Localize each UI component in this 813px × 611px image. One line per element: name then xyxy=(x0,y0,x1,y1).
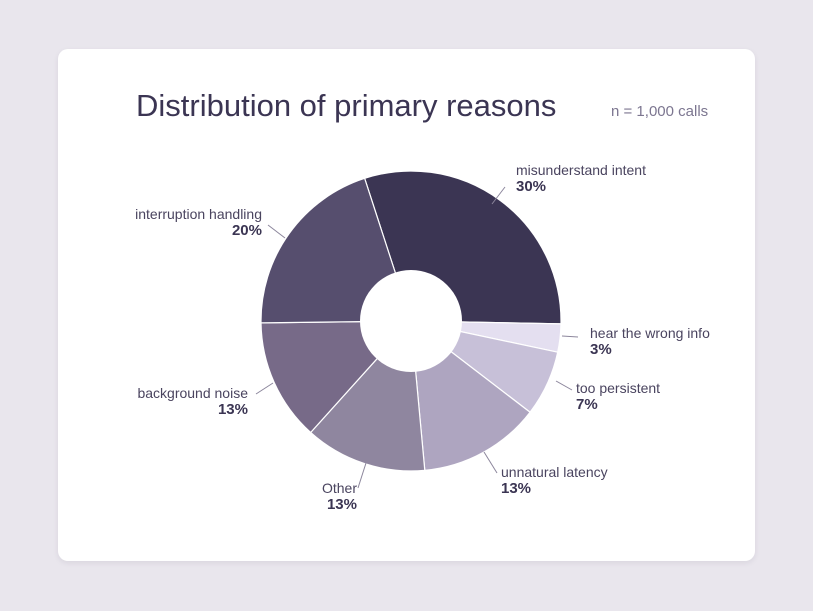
leader-line xyxy=(267,224,286,239)
slice-percent: 20% xyxy=(232,222,262,239)
slice-label: interruption handling xyxy=(135,206,262,222)
leader-line xyxy=(357,462,367,489)
leader-line xyxy=(483,451,498,474)
slice-percent: 13% xyxy=(327,496,357,513)
donut-hole xyxy=(360,270,462,372)
slice-percent: 13% xyxy=(501,480,531,497)
slice-percent: 7% xyxy=(576,396,598,413)
slice-label: too persistent xyxy=(576,380,660,396)
slice-label: unnatural latency xyxy=(501,464,608,480)
leader-line xyxy=(255,382,274,395)
leader-line xyxy=(561,335,579,338)
slice-label: background noise xyxy=(137,385,248,401)
slice-label: misunderstand intent xyxy=(516,162,646,178)
slice-percent: 13% xyxy=(218,401,248,418)
slice-label: hear the wrong info xyxy=(590,325,710,341)
leader-line xyxy=(491,186,506,205)
slice-label: Other xyxy=(322,480,357,496)
slice-percent: 3% xyxy=(590,341,612,358)
chart-title: Distribution of primary reasons xyxy=(136,88,557,123)
slice-percent: 30% xyxy=(516,178,546,195)
leader-line xyxy=(555,380,573,391)
chart-subtitle: n = 1,000 calls xyxy=(611,103,709,120)
